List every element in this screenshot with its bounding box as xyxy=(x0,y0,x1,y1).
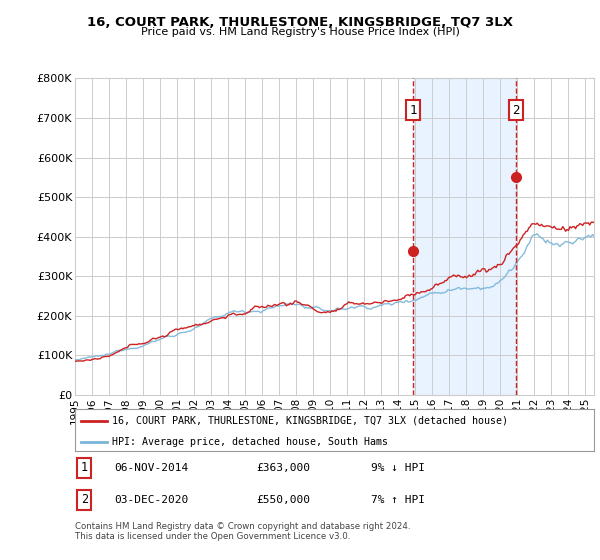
Text: 16, COURT PARK, THURLESTONE, KINGSBRIDGE, TQ7 3LX: 16, COURT PARK, THURLESTONE, KINGSBRIDGE… xyxy=(87,16,513,29)
Text: 9% ↓ HPI: 9% ↓ HPI xyxy=(371,463,425,473)
Text: 06-NOV-2014: 06-NOV-2014 xyxy=(114,463,188,473)
Text: Price paid vs. HM Land Registry's House Price Index (HPI): Price paid vs. HM Land Registry's House … xyxy=(140,27,460,38)
Text: 1: 1 xyxy=(81,461,88,474)
Text: 2: 2 xyxy=(81,493,88,506)
Text: 03-DEC-2020: 03-DEC-2020 xyxy=(114,495,188,505)
Text: 2: 2 xyxy=(512,104,520,116)
Text: 7% ↑ HPI: 7% ↑ HPI xyxy=(371,495,425,505)
Text: HPI: Average price, detached house, South Hams: HPI: Average price, detached house, Sout… xyxy=(112,437,388,446)
Text: 16, COURT PARK, THURLESTONE, KINGSBRIDGE, TQ7 3LX (detached house): 16, COURT PARK, THURLESTONE, KINGSBRIDGE… xyxy=(112,416,508,426)
Text: 1: 1 xyxy=(409,104,416,116)
Text: £550,000: £550,000 xyxy=(257,495,311,505)
Text: £363,000: £363,000 xyxy=(257,463,311,473)
Text: Contains HM Land Registry data © Crown copyright and database right 2024.
This d: Contains HM Land Registry data © Crown c… xyxy=(75,522,410,542)
